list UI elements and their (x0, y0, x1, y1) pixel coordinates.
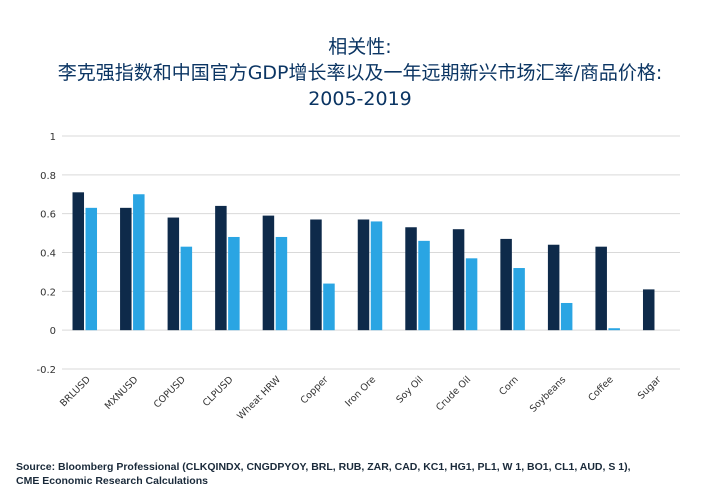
bar-series-1 (167, 217, 180, 331)
bar-series-2 (323, 283, 335, 331)
bar-series-1 (215, 205, 227, 331)
y-tick-label: 0 (50, 326, 56, 337)
bar-series-2 (560, 302, 573, 331)
x-tick-label: Soy Oil (394, 374, 425, 405)
x-tick-label: Soybeans (528, 374, 568, 414)
chart-title-line-2: 李克强指数和中国官方GDP增长率以及一年远期新兴市场汇率/商品价格: (57, 62, 663, 84)
chart-title-line-3: 2005-2019 (308, 88, 412, 110)
y-tick-label: 0.2 (40, 287, 56, 298)
source-note: Source: Bloomberg Professional (CLKQINDX… (16, 460, 631, 488)
bar-series-1 (595, 246, 607, 331)
bar-series-2 (418, 240, 430, 331)
bar-series-2 (370, 221, 383, 331)
bar-series-1 (500, 238, 512, 331)
bar-series-2 (228, 236, 240, 331)
y-tick-label: 0.4 (40, 249, 56, 260)
x-tick-label: Iron Ore (343, 374, 378, 409)
bar-series-2 (608, 328, 620, 331)
y-tick-label: 0.6 (40, 210, 56, 221)
x-tick-label: COPUSD (152, 374, 188, 410)
x-tick-label: MXNUSD (103, 374, 141, 412)
x-tick-label: Crude Oil (434, 374, 473, 413)
x-tick-label: CLPUSD (201, 374, 236, 409)
bar-series-1 (642, 289, 655, 331)
bar-series-2 (465, 258, 478, 331)
bar-series-1 (262, 215, 275, 331)
chart-title-line-1: 相关性: (328, 36, 392, 58)
bar-series-2 (513, 268, 525, 331)
bar-series-2 (180, 246, 193, 331)
source-line-2: CME Economic Research Calculations (16, 475, 208, 487)
bar-series-1 (405, 227, 417, 331)
x-tick-label: BRLUSD (58, 374, 93, 409)
x-tick-label: Corn (497, 374, 520, 397)
x-tick-label: Copper (299, 374, 331, 406)
y-tick-label: 0.8 (40, 171, 56, 182)
bar-series-1 (120, 207, 132, 331)
x-tick-label: Wheat HRW (235, 374, 283, 422)
bar-series-1 (452, 229, 465, 331)
bar-series-1 (547, 244, 560, 331)
bar-series-1 (310, 219, 322, 331)
y-tick-label: -0.2 (36, 365, 56, 376)
bar-series-1 (72, 192, 85, 331)
bar-series-2 (85, 207, 98, 331)
x-tick-label: Coffee (586, 374, 616, 404)
bar-series-2 (275, 236, 288, 331)
bar-series-2 (133, 194, 145, 331)
bar-series-1 (357, 219, 370, 331)
y-tick-label: 1 (50, 132, 56, 143)
source-line-1: Source: Bloomberg Professional (CLKQINDX… (16, 461, 631, 473)
x-tick-label: Sugar (636, 374, 664, 402)
